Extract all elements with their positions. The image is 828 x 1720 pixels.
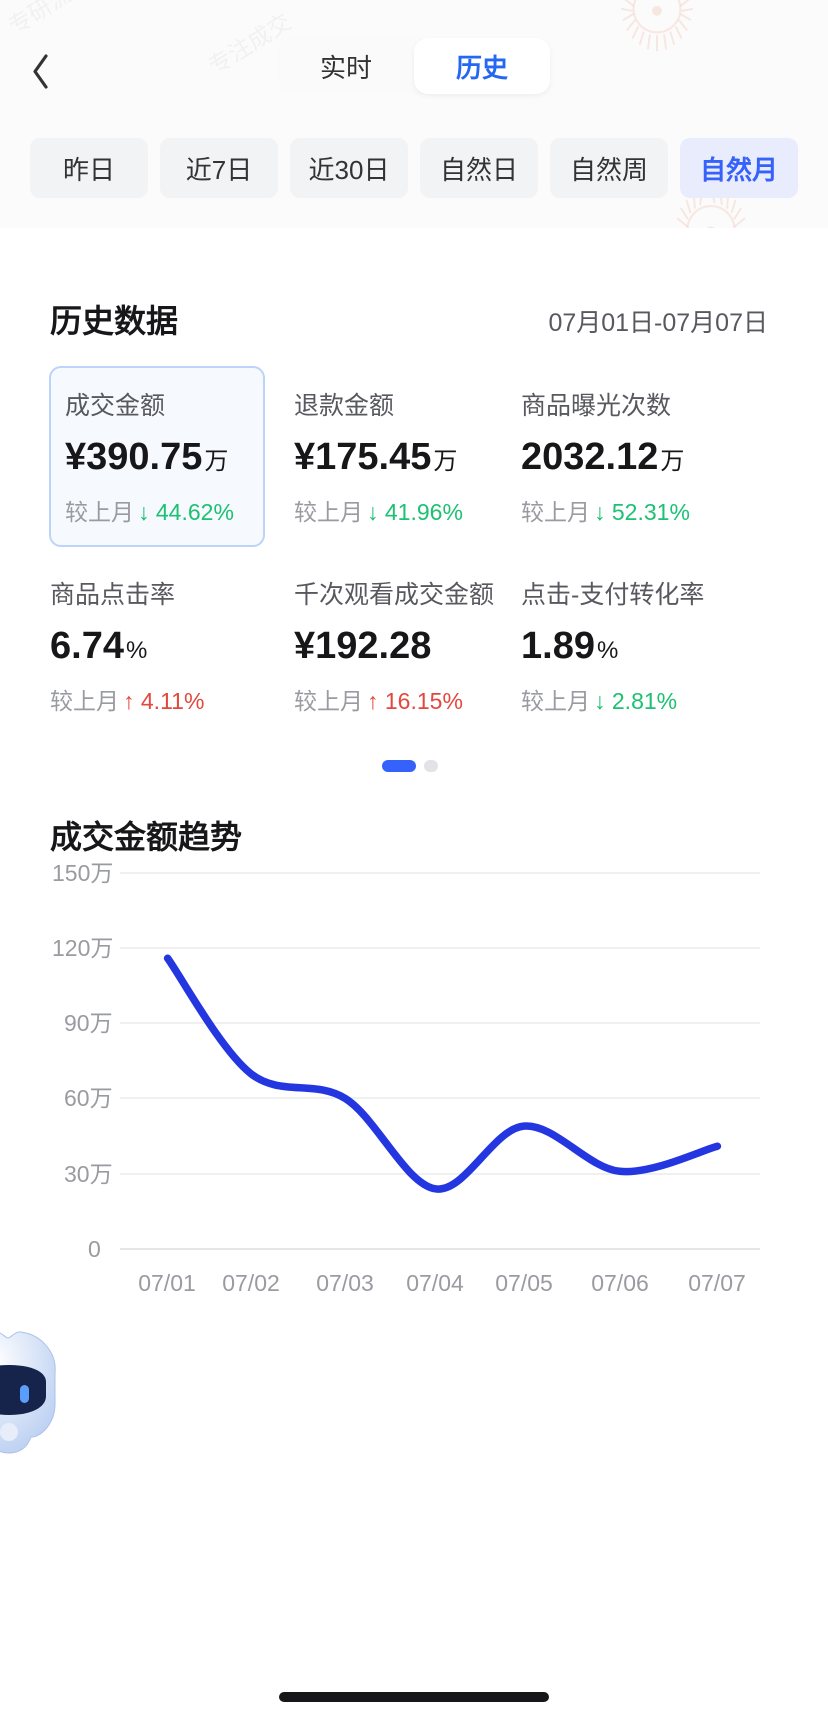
svg-text:07/07: 07/07 (688, 1270, 746, 1296)
svg-text:07/06: 07/06 (591, 1270, 649, 1296)
svg-text:专研流量: 专研流量 (4, 0, 96, 39)
svg-text:07/01: 07/01 (138, 1270, 196, 1296)
svg-text:30万: 30万 (64, 1161, 113, 1187)
svg-text:07/03: 07/03 (316, 1270, 374, 1296)
svg-text:07/04: 07/04 (406, 1270, 464, 1296)
svg-text:07/02: 07/02 (222, 1270, 280, 1296)
svg-text:120万: 120万 (52, 935, 113, 961)
svg-text:150万: 150万 (52, 860, 113, 886)
svg-text:90万: 90万 (64, 1010, 113, 1036)
svg-text:0: 0 (88, 1236, 101, 1262)
svg-text:07/05: 07/05 (495, 1270, 553, 1296)
svg-text:60万: 60万 (64, 1085, 113, 1111)
